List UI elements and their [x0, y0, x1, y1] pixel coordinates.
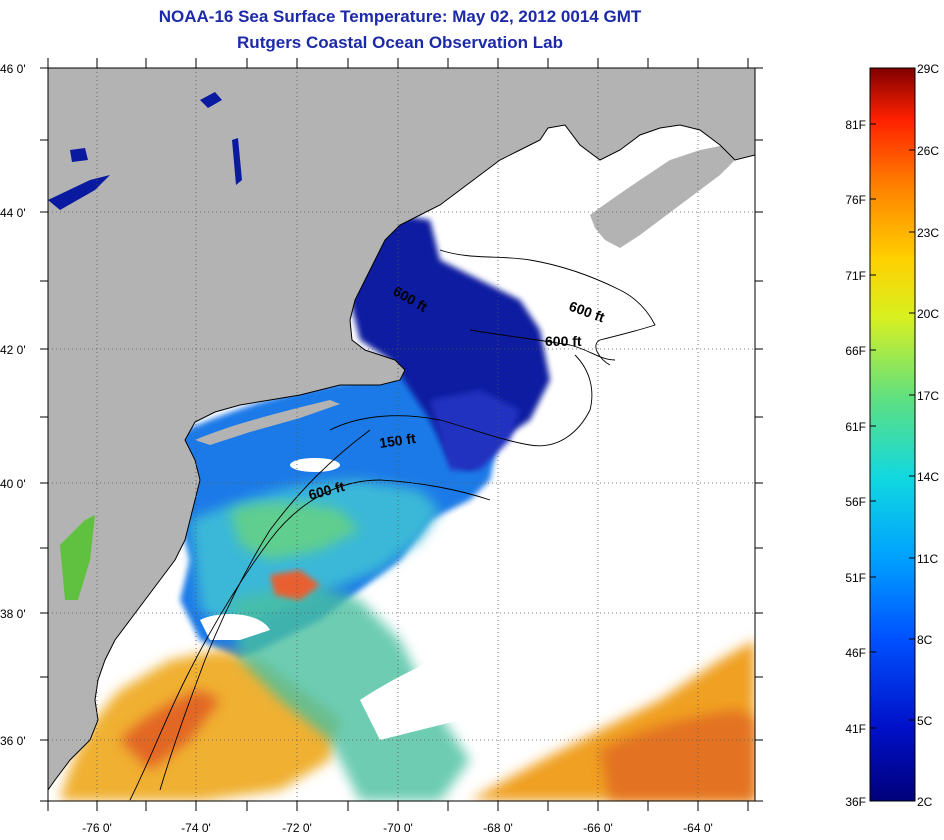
sst-orange-patch — [270, 570, 320, 600]
map-frame — [47, 67, 756, 802]
colorbar-c-label: 26C — [917, 144, 939, 158]
isobath-150-gom — [329, 354, 593, 447]
colorbar-f-label: 66F — [845, 344, 866, 358]
lon-label: -64 0' — [683, 821, 713, 835]
sst-georges-bank — [430, 390, 520, 470]
colorbar-fahrenheit-labels: 81F 76F 71F 66F 61F 56F 51F 46F 41F 36F — [845, 118, 866, 809]
sst-mid-patches — [230, 588, 470, 801]
colorbar-f-label: 56F — [845, 495, 866, 509]
axis-ticks — [40, 58, 763, 811]
latitude-labels: 46 0' 44 0' 42 0' 40 0' 38 0' 36 0' — [0, 62, 26, 748]
colorbar-gradient — [869, 67, 916, 802]
lat-label: 38 0' — [0, 607, 26, 621]
colorbar-c-label: 29C — [917, 62, 939, 76]
colorbar-c-label: 17C — [917, 389, 939, 403]
lon-label: -74 0' — [181, 821, 211, 835]
isobaths — [129, 249, 656, 801]
cloud-patches — [200, 458, 700, 740]
isobath-150-south — [159, 429, 371, 791]
colorbar-f-label: 61F — [845, 420, 866, 434]
colorbar-c-label: 8C — [917, 633, 933, 647]
land-mainland — [48, 68, 755, 790]
lat-label: 42 0' — [0, 343, 26, 357]
colorbar-c-label: 23C — [917, 226, 939, 240]
map-title: NOAA-16 Sea Surface Temperature: May 02,… — [158, 7, 642, 26]
lon-label: -66 0' — [583, 821, 613, 835]
lon-label: -68 0' — [483, 821, 513, 835]
sst-southern-hot — [120, 690, 220, 770]
sst-green-patch — [230, 502, 360, 560]
colorbar-f-label: 41F — [845, 722, 866, 736]
isobath-label: 150 ft — [378, 430, 417, 451]
sst-field — [60, 215, 755, 801]
colorbar-f-label: 46F — [845, 646, 866, 660]
colorbar-c-label: 5C — [917, 714, 933, 728]
lat-label: 46 0' — [0, 62, 26, 76]
colorbar-c-label: 11C — [917, 552, 938, 566]
land-nova-scotia — [590, 145, 735, 248]
isobath-600-gom — [439, 249, 656, 366]
map-area: 600 ft 600 ft 600 ft 150 ft 600 ft — [48, 68, 755, 801]
lat-label: 44 0' — [0, 206, 26, 220]
lon-label: -70 0' — [383, 821, 413, 835]
isobath-600-gom-inner — [469, 329, 616, 361]
colorbar-f-label: 36F — [845, 795, 866, 809]
longitude-labels: -76 0' -74 0' -72 0' -70 0' -68 0' -66 0… — [82, 821, 713, 835]
lon-label: -76 0' — [82, 821, 112, 835]
map-subtitle: Rutgers Coastal Ocean Observation Lab — [237, 33, 563, 52]
lat-label: 36 0' — [0, 734, 26, 748]
colorbar-c-label: 2C — [917, 795, 933, 809]
coastline — [48, 124, 755, 791]
isobath-label: 600 ft — [545, 333, 582, 349]
land-long-island — [195, 400, 340, 445]
colorbar-celsius-labels: 29C 26C 23C 20C 17C 14C 11C 8C 5C 2C — [917, 62, 939, 809]
colorbar-c-label: 14C — [917, 470, 939, 484]
colorbar-ticks — [870, 123, 915, 729]
lat-label: 40 0' — [0, 477, 26, 491]
inland-lakes — [48, 92, 242, 600]
colorbar-f-label: 76F — [845, 193, 866, 207]
colorbar-f-label: 81F — [845, 118, 866, 132]
sst-gulf-stream-core — [600, 710, 755, 801]
colorbar-c-label: 20C — [917, 307, 939, 321]
lon-label: -72 0' — [282, 821, 312, 835]
colorbar-f-label: 71F — [845, 269, 866, 283]
isobath-600-south — [129, 479, 491, 801]
colorbar-f-label: 51F — [845, 571, 866, 585]
colorbar: 29C 26C 23C 20C 17C 14C 11C 8C 5C 2C 81F… — [845, 62, 939, 809]
